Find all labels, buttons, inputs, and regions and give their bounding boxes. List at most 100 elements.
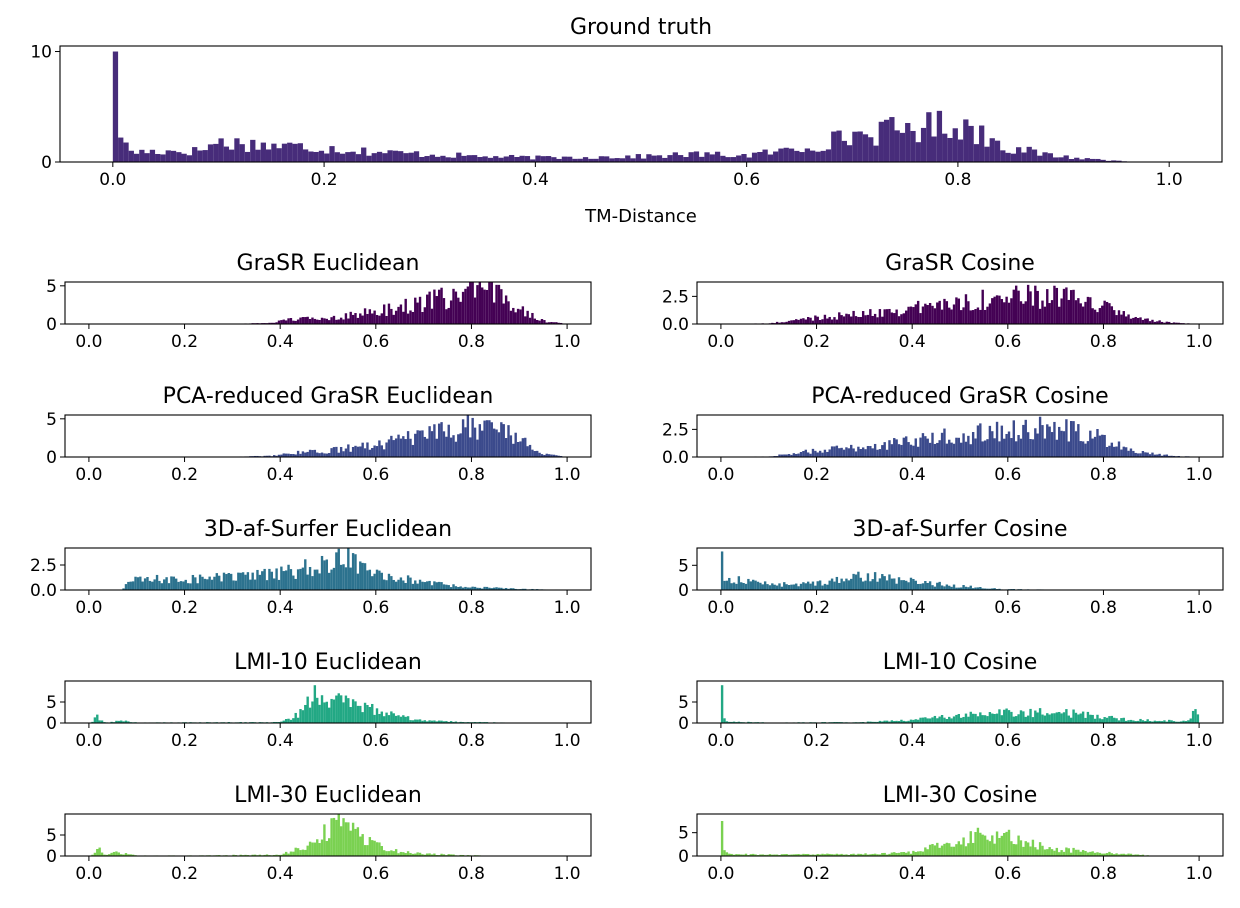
histogram-bar xyxy=(1022,425,1024,457)
histogram-bar xyxy=(974,309,976,324)
histogram-bar xyxy=(984,441,986,457)
histogram-bar xyxy=(371,704,373,723)
histogram-bar xyxy=(297,320,299,324)
histogram-bar xyxy=(373,574,375,590)
histogram-bar xyxy=(1041,425,1043,457)
histogram-bar xyxy=(936,843,938,856)
histogram-bar xyxy=(448,585,450,590)
histogram-bar xyxy=(922,718,924,723)
histogram-bar xyxy=(824,315,826,324)
histogram-bar xyxy=(517,309,519,324)
histogram-bar xyxy=(481,287,483,324)
histogram-bar xyxy=(984,836,986,856)
histogram-bar xyxy=(652,156,657,162)
histogram-bar xyxy=(381,573,383,590)
histogram-bar xyxy=(249,580,251,590)
histogram-bar xyxy=(1084,851,1086,856)
histogram-bar xyxy=(936,583,938,590)
histogram-bar xyxy=(883,576,885,590)
histogram-bar xyxy=(395,582,397,590)
y-tick-label: 0 xyxy=(678,847,689,867)
histogram-bar xyxy=(216,573,218,590)
histogram-bar xyxy=(151,582,153,590)
histogram-bar xyxy=(898,316,900,324)
histogram-bar xyxy=(390,711,392,723)
histogram-bar xyxy=(864,315,866,324)
histogram-bar xyxy=(326,702,328,723)
histogram-bar xyxy=(125,584,127,590)
histogram-bar xyxy=(295,713,297,723)
histogram-bar xyxy=(220,581,222,590)
histogram-bar xyxy=(929,845,931,856)
y-tick-label: 5 xyxy=(46,693,57,713)
histogram-bar xyxy=(991,298,993,324)
histogram-bar xyxy=(1060,298,1062,324)
histogram-bar xyxy=(1118,441,1120,457)
histogram-bar xyxy=(488,420,490,457)
histogram-bar xyxy=(534,451,536,457)
histogram-bar xyxy=(881,445,883,457)
histogram-bar xyxy=(409,153,414,162)
histogram-bar xyxy=(531,313,533,324)
histogram-bar xyxy=(715,152,720,162)
histogram-bar xyxy=(1001,426,1003,457)
histogram-bar xyxy=(395,849,397,856)
x-tick-label: 0.0 xyxy=(75,731,102,751)
histogram-bar xyxy=(298,143,303,162)
histogram-bar xyxy=(113,852,115,856)
histogram-bar xyxy=(373,715,375,723)
panel-title: GraSR Cosine xyxy=(885,251,1035,276)
histogram-bar xyxy=(990,138,995,162)
histogram-bar xyxy=(426,581,428,590)
histogram-bar xyxy=(857,447,859,457)
histogram-bar xyxy=(726,157,731,162)
histogram-bar xyxy=(723,718,725,723)
histogram-bar xyxy=(338,814,340,856)
histogram-bar xyxy=(309,567,311,590)
histogram-bar xyxy=(1096,429,1098,457)
histogram-bar xyxy=(378,571,380,590)
histogram-bar xyxy=(354,313,356,324)
histogram-bar xyxy=(503,424,505,457)
histogram-bar xyxy=(953,716,955,723)
histogram-bar xyxy=(683,157,688,162)
histogram-bar xyxy=(726,581,728,590)
histogram-bar xyxy=(831,579,833,590)
histogram-bar xyxy=(924,581,926,590)
histogram-bar xyxy=(292,144,297,162)
panel-title: Ground truth xyxy=(570,15,712,40)
x-tick-label: 0.8 xyxy=(944,170,971,190)
histogram-bar xyxy=(826,585,828,590)
histogram-bar xyxy=(881,574,883,590)
histogram-bar xyxy=(194,577,196,590)
histogram-bar xyxy=(790,585,792,590)
histogram-bar xyxy=(1094,310,1096,324)
histogram-bar xyxy=(1089,852,1091,856)
histogram-bar xyxy=(340,318,342,324)
histogram-bar xyxy=(872,579,874,590)
histogram-bar xyxy=(329,146,334,162)
histogram-bar xyxy=(879,309,881,324)
histogram-bar xyxy=(1058,427,1060,457)
histogram-bar xyxy=(443,298,445,324)
histogram-bar xyxy=(1017,714,1019,723)
panel-title: LMI-10 Cosine xyxy=(883,650,1038,675)
histogram-bar xyxy=(931,585,933,590)
histogram-bar xyxy=(838,448,840,457)
histogram-bar xyxy=(929,718,931,723)
histogram-bar xyxy=(520,156,525,162)
histogram-bar xyxy=(919,584,921,590)
histogram-bar xyxy=(498,158,503,162)
histogram-bar xyxy=(919,851,921,856)
panel-title: 3D-af-Surfer Cosine xyxy=(853,517,1068,542)
histogram-bar xyxy=(285,719,287,723)
x-tick-label: 0.4 xyxy=(267,332,294,352)
histogram-bar xyxy=(347,548,349,590)
histogram-bar xyxy=(373,446,375,457)
histogram-bar xyxy=(867,573,869,590)
histogram-bar xyxy=(821,586,823,590)
histogram-bar xyxy=(145,153,150,162)
histogram-bar xyxy=(235,581,237,590)
histogram-bar xyxy=(495,430,497,457)
